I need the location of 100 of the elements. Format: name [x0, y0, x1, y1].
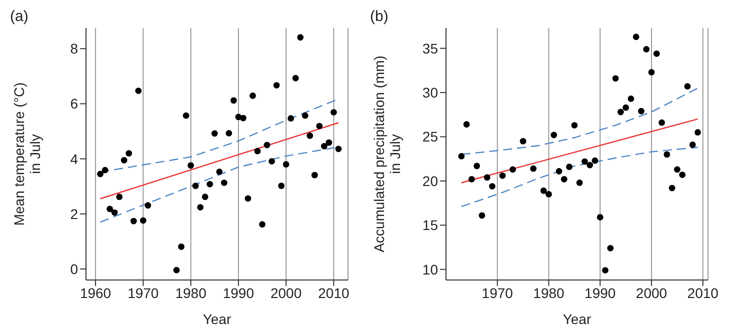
x-tick-label: 1980 [175, 284, 207, 301]
point [689, 142, 696, 148]
point [643, 46, 650, 52]
x-tick-label: 2000 [270, 284, 302, 301]
point [628, 96, 634, 102]
point [622, 104, 630, 111]
point [230, 97, 237, 104]
point [520, 138, 526, 144]
point [638, 108, 644, 114]
point [216, 168, 223, 175]
x-tick-label: 1960 [80, 284, 112, 301]
point [602, 267, 608, 274]
point [474, 162, 480, 170]
point [530, 165, 537, 172]
point [282, 161, 290, 168]
point [197, 204, 204, 210]
point [292, 74, 299, 82]
point [607, 244, 614, 252]
y-tick-label: 15 [422, 217, 438, 234]
point [126, 150, 132, 157]
point [326, 139, 332, 146]
point [546, 191, 552, 198]
chart-title: (b) [370, 8, 388, 25]
point [188, 162, 194, 169]
point [240, 114, 246, 122]
point [499, 172, 506, 179]
y-tick-label: 2 [70, 206, 78, 222]
point [612, 75, 619, 82]
point [335, 146, 342, 152]
point [510, 166, 516, 173]
point [586, 162, 594, 168]
point [694, 129, 701, 136]
x-tick-label: 2010 [318, 284, 350, 301]
point [206, 180, 214, 188]
point [268, 158, 275, 164]
point [566, 164, 572, 170]
point [302, 112, 308, 119]
point [140, 217, 146, 224]
point [111, 209, 118, 216]
point [632, 34, 640, 40]
x-tick-label: 1970 [482, 284, 514, 301]
point [648, 69, 655, 76]
x-tick-label: 1990 [222, 284, 254, 301]
point [250, 92, 256, 99]
point [668, 184, 676, 192]
point [576, 180, 583, 186]
x-tick-label: 1970 [128, 284, 159, 301]
point [278, 182, 285, 190]
point [130, 218, 137, 224]
point [264, 142, 270, 148]
point [116, 194, 123, 200]
point [102, 166, 108, 174]
point [254, 148, 261, 154]
point [540, 187, 547, 194]
point [306, 132, 314, 139]
point [489, 183, 496, 190]
point [192, 182, 199, 190]
point [288, 115, 294, 122]
point [468, 176, 475, 182]
point [463, 121, 470, 128]
point [684, 83, 691, 90]
point [320, 142, 328, 150]
point [97, 170, 104, 178]
point [458, 153, 465, 160]
point [556, 168, 562, 174]
x-tick-label: 2000 [636, 284, 668, 301]
point [653, 50, 660, 57]
point [571, 122, 578, 128]
point [226, 130, 232, 136]
point [596, 214, 604, 220]
point [316, 122, 323, 130]
y-tick-label: 10 [422, 261, 438, 278]
point [135, 88, 142, 94]
point [592, 157, 598, 164]
point [144, 202, 152, 209]
point [173, 266, 180, 274]
y-tick-label: 8 [70, 40, 78, 57]
point [182, 112, 190, 119]
point [244, 195, 252, 202]
point [120, 156, 128, 164]
point [674, 166, 680, 173]
y-tick-label: 25 [422, 128, 438, 145]
x-axis-title: Year [562, 311, 592, 327]
point [297, 34, 304, 41]
point [560, 176, 568, 182]
chart-title: (a) [10, 8, 28, 25]
y-tick-label: 35 [422, 40, 438, 56]
point [550, 132, 558, 138]
point [220, 180, 228, 186]
point [211, 130, 218, 137]
point [617, 108, 624, 116]
point [311, 172, 318, 178]
point [259, 221, 266, 228]
point [664, 151, 670, 158]
line-series [460, 146, 698, 208]
point [330, 109, 337, 116]
y-tick-label: 20 [422, 172, 438, 189]
x-tick-label: 1990 [584, 284, 616, 301]
y-tick-label: 0 [70, 260, 78, 277]
point [582, 158, 588, 165]
